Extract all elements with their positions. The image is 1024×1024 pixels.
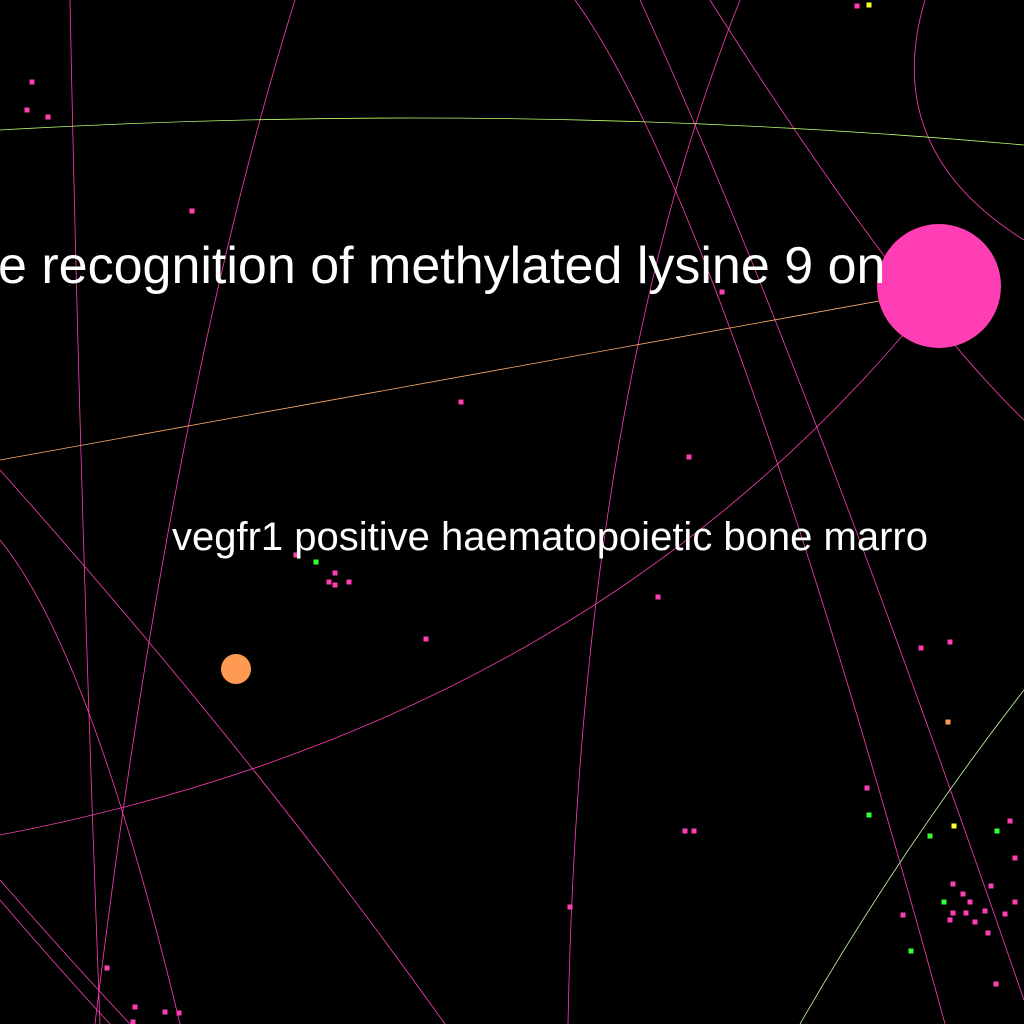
graph-node-small[interactable] — [719, 289, 725, 295]
graph-node-small[interactable] — [993, 981, 999, 987]
graph-node-small[interactable] — [947, 639, 953, 645]
graph-edge — [0, 469, 446, 1024]
graph-edge — [0, 539, 181, 1024]
graph-node-small[interactable] — [176, 1010, 182, 1016]
graph-node-small[interactable] — [951, 823, 957, 829]
graph-node-small[interactable] — [45, 114, 51, 120]
graph-node-small[interactable] — [900, 912, 906, 918]
graph-edge — [0, 289, 941, 461]
graph-node-small[interactable] — [908, 948, 914, 954]
graph-edge — [567, 0, 741, 1024]
graph-node-small[interactable] — [423, 636, 429, 642]
graph-edge — [94, 0, 296, 1024]
graph-node-small[interactable] — [346, 579, 352, 585]
node-label-secondary: vegfr1 positive haematopoietic bone marr… — [172, 515, 928, 559]
graph-node-small[interactable] — [1012, 855, 1018, 861]
graph-edge — [799, 689, 1024, 1024]
graph-node-small[interactable] — [963, 910, 969, 916]
graph-node-small[interactable] — [866, 812, 872, 818]
graph-node-small[interactable] — [332, 570, 338, 576]
graph-node-small[interactable] — [24, 107, 30, 113]
graph-node-small[interactable] — [972, 919, 978, 925]
graph-labels: e recognition of methylated lysine 9 on … — [0, 237, 928, 559]
graph-edge — [639, 0, 1024, 1001]
graph-node-small[interactable] — [960, 891, 966, 897]
graph-node-small[interactable] — [988, 883, 994, 889]
graph-node-small[interactable] — [189, 208, 195, 214]
graph-node-small[interactable] — [655, 594, 661, 600]
graph-node-small[interactable] — [927, 833, 933, 839]
graph-node-small[interactable] — [1002, 911, 1008, 917]
graph-node-small[interactable] — [313, 559, 319, 565]
graph-node-small[interactable] — [950, 881, 956, 887]
graph-node-small[interactable] — [864, 785, 870, 791]
graph-node-small[interactable] — [866, 2, 872, 8]
graph-node-small[interactable] — [950, 910, 956, 916]
node-label-primary: e recognition of methylated lysine 9 on — [0, 237, 885, 295]
graph-edge — [709, 0, 1024, 421]
graph-node-small[interactable] — [918, 645, 924, 651]
graph-nodes — [221, 224, 1001, 684]
graph-node-small[interactable] — [162, 1009, 168, 1015]
graph-node-small[interactable] — [985, 930, 991, 936]
graph-node-small[interactable] — [29, 79, 35, 85]
graph-edge — [0, 879, 131, 1024]
graph-node-small[interactable] — [293, 552, 299, 558]
graph-node-small[interactable] — [682, 828, 688, 834]
graph-edge — [69, 0, 101, 1024]
graph-node-small[interactable] — [458, 399, 464, 405]
graph-edge — [0, 117, 1024, 146]
graph-edge — [913, 0, 1024, 241]
graph-node-small[interactable] — [686, 454, 692, 460]
graph-node-small[interactable] — [132, 1004, 138, 1010]
graph-node-small[interactable] — [104, 965, 110, 971]
graph-node-large[interactable] — [877, 224, 1001, 348]
graph-node-small[interactable] — [982, 908, 988, 914]
graph-node-small[interactable] — [994, 828, 1000, 834]
graph-edge — [0, 289, 941, 836]
graph-node-small[interactable] — [130, 1019, 136, 1024]
graph-node-small[interactable] — [567, 904, 573, 910]
graph-node-small[interactable] — [1012, 899, 1018, 905]
graph-node-small[interactable] — [326, 579, 332, 585]
graph-small-nodes — [24, 2, 1018, 1024]
graph-node-small[interactable] — [947, 917, 953, 923]
graph-node-small[interactable] — [945, 719, 951, 725]
graph-node-small[interactable] — [691, 828, 697, 834]
graph-node-small[interactable] — [854, 3, 860, 9]
graph-node-small[interactable] — [1007, 818, 1013, 824]
graph-node-small[interactable] — [967, 899, 973, 905]
graph-edge — [0, 899, 111, 1024]
graph-node-orange[interactable] — [221, 654, 251, 684]
graph-edge — [574, 0, 946, 1024]
graph-node-small[interactable] — [332, 582, 338, 588]
graph-node-small[interactable] — [941, 899, 947, 905]
